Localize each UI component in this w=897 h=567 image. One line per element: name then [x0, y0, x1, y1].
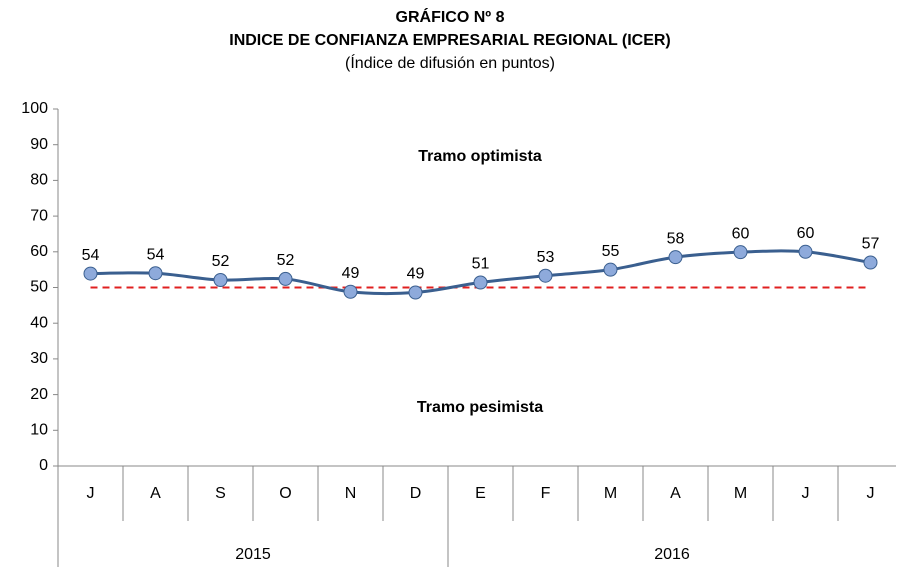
y-tick-label: 60 [30, 243, 48, 260]
data-label: 53 [537, 249, 555, 266]
x-tick-label: S [215, 485, 226, 502]
y-tick-label: 20 [30, 386, 48, 403]
y-tick-label: 40 [30, 314, 48, 331]
data-label: 57 [862, 236, 880, 253]
marker [213, 273, 228, 288]
y-tick-label: 0 [39, 457, 48, 474]
marker [148, 266, 163, 281]
x-tick-label: N [345, 485, 357, 502]
marker [343, 284, 358, 299]
data-label: 49 [407, 266, 425, 283]
y-tick-label: 90 [30, 136, 48, 153]
data-label: 54 [147, 246, 165, 263]
marker [473, 275, 488, 290]
x-tick-label: F [541, 485, 551, 502]
y-tick-label: 30 [30, 350, 48, 367]
x-tick-label: A [150, 485, 161, 502]
marker [538, 268, 553, 283]
marker [798, 244, 813, 259]
x-tick-label: M [604, 485, 617, 502]
y-tick-label: 100 [21, 100, 48, 117]
x-tick-label: E [475, 485, 486, 502]
data-label: 52 [277, 252, 295, 269]
x-tick-label: D [410, 485, 422, 502]
x-tick-label: J [867, 485, 875, 502]
x-tick-label: O [279, 485, 291, 502]
data-label: 60 [797, 225, 815, 242]
data-label: 60 [732, 225, 750, 242]
marker [408, 285, 423, 300]
y-tick-label: 70 [30, 207, 48, 224]
marker [83, 266, 98, 281]
x-tick-label: M [734, 485, 747, 502]
y-tick-label: 10 [30, 422, 48, 439]
x-tick-label: J [87, 485, 95, 502]
data-label: 51 [472, 256, 490, 273]
marker [733, 245, 748, 260]
data-label: 58 [667, 230, 685, 247]
y-tick-label: 50 [30, 279, 48, 296]
chart-title: INDICE DE CONFIANZA EMPRESARIAL REGIONAL… [229, 32, 671, 49]
chart-subtitle: (Índice de difusión en puntos) [345, 53, 555, 72]
data-label: 54 [82, 247, 100, 264]
data-label: 52 [212, 253, 230, 270]
annotation: Tramo pesimista [417, 399, 543, 416]
group-label: 2016 [654, 546, 690, 563]
annotation: Tramo optimista [418, 148, 542, 165]
data-label: 49 [342, 265, 360, 282]
x-tick-label: A [670, 485, 681, 502]
marker [668, 250, 683, 265]
data-label: 55 [602, 243, 620, 260]
marker [603, 262, 618, 277]
chart-title: GRÁFICO Nº 8 [396, 7, 505, 26]
x-tick-label: J [802, 485, 810, 502]
marker [863, 255, 878, 270]
y-tick-label: 80 [30, 172, 48, 189]
marker [278, 271, 293, 286]
group-label: 2015 [235, 546, 271, 563]
